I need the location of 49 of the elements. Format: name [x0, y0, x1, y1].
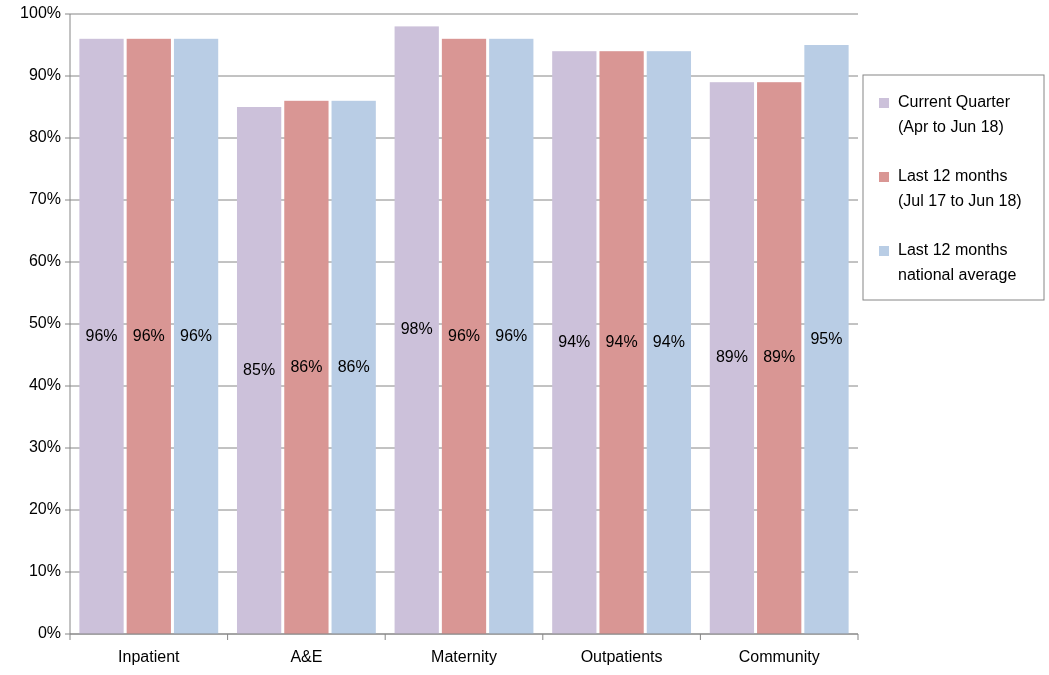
data-label: 98%	[400, 320, 433, 338]
bar	[804, 45, 849, 634]
y-tick-label: 40%	[28, 376, 61, 394]
x-tick-label: Maternity	[431, 648, 497, 665]
data-label: 85%	[243, 360, 276, 378]
y-tick-label: 20%	[28, 500, 61, 518]
bar	[331, 100, 376, 634]
bar	[757, 82, 802, 634]
data-label: 96%	[85, 326, 118, 344]
x-tick-label: Community	[738, 648, 820, 665]
bar	[79, 38, 124, 634]
bar	[441, 38, 487, 634]
data-label: 89%	[715, 348, 748, 366]
y-tick-label: 100%	[20, 4, 61, 22]
x-tick-label: A&E	[290, 648, 323, 665]
bar	[489, 38, 534, 634]
bar	[126, 38, 171, 634]
y-tick-label: 80%	[28, 128, 61, 146]
bar	[394, 26, 439, 634]
data-label: 86%	[337, 357, 370, 375]
data-label: 94%	[652, 332, 685, 350]
data-label: 96%	[447, 326, 481, 344]
data-label: 89%	[763, 348, 796, 366]
legend-label: Last 12 months (Jul 17 to Jun 18)	[898, 167, 1022, 210]
data-label: 86%	[290, 357, 323, 375]
bar	[236, 107, 282, 634]
y-tick-label: 10%	[28, 562, 61, 580]
data-label: 96%	[180, 326, 213, 344]
y-tick-label: 60%	[28, 252, 61, 270]
y-tick-label: 0%	[37, 624, 61, 642]
data-label: 96%	[132, 326, 165, 344]
bar	[599, 51, 644, 634]
bar	[173, 38, 219, 634]
bar	[646, 51, 692, 634]
legend-label: Current Quarter (Apr to Jun 18)	[898, 93, 1011, 136]
x-tick-label: Inpatient	[118, 648, 181, 665]
y-tick-label: 30%	[28, 438, 61, 456]
data-label: 96%	[495, 326, 528, 344]
bar	[284, 100, 329, 634]
data-label: 95%	[810, 329, 843, 347]
y-tick-label: 70%	[28, 190, 61, 208]
data-label: 94%	[605, 332, 638, 350]
bar	[709, 82, 755, 634]
legend-label: Last 12 months national average	[898, 241, 1017, 284]
data-label: 94%	[558, 332, 591, 350]
bar	[552, 51, 597, 634]
y-tick-label: 50%	[28, 314, 61, 332]
x-tick-label: Outpatients	[580, 648, 663, 665]
y-tick-label: 90%	[28, 66, 61, 84]
